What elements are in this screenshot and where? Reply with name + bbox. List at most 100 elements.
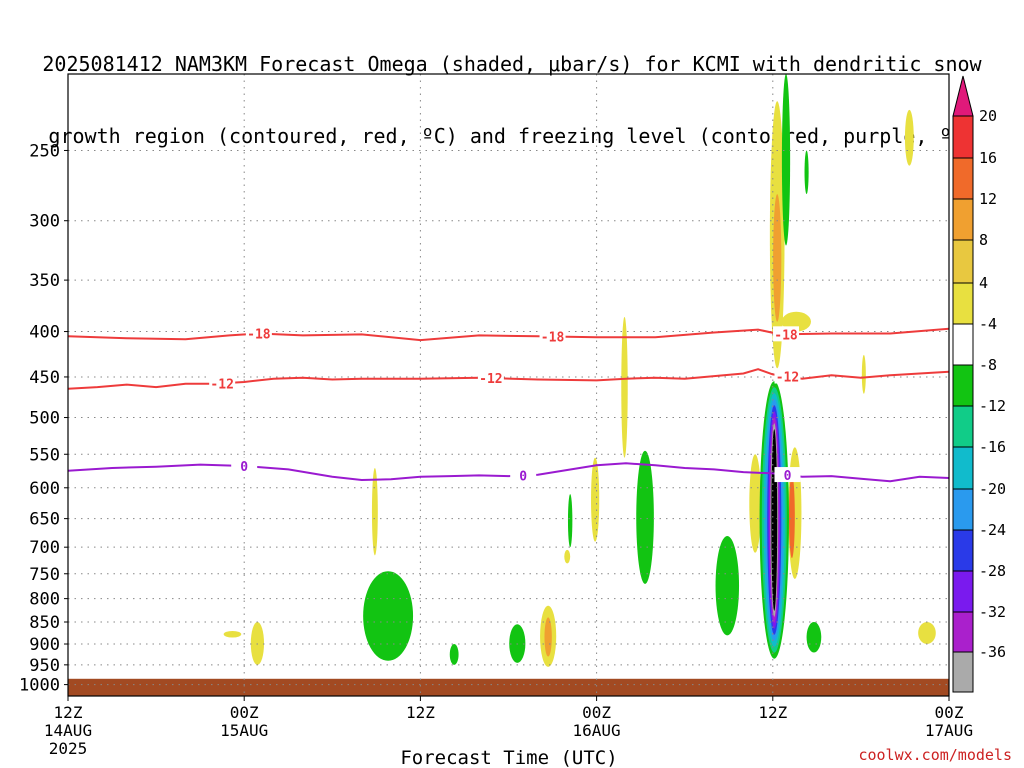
chart-title: 2025081412 NAM3KM Forecast Omega (shaded… <box>0 4 1024 172</box>
colorbar-cell <box>952 529 974 572</box>
y-tick-label: 450 <box>29 368 60 388</box>
colorbar: 20 16 12 8 4 -4 -8 -12 -16 -20 -24 -28 -32 -36 <box>952 75 1006 693</box>
y-tick-label: 400 <box>29 323 60 343</box>
contour-label-bg <box>774 368 801 384</box>
contour-line--18 <box>68 327 949 342</box>
contour-label: -18 <box>247 327 271 342</box>
chart-title-line-1: 2025081412 NAM3KM Forecast Omega (shaded… <box>42 52 982 76</box>
x-tick-label: 12Z <box>54 703 83 722</box>
x-tick-label: 16AUG <box>573 721 621 740</box>
colorbar-cell <box>952 239 974 284</box>
contour-label-bg <box>773 326 800 342</box>
omega-region-23 <box>781 74 791 246</box>
omega-region-17 <box>363 571 414 661</box>
contour-label: 0 <box>240 460 248 475</box>
x-tick-label: 15AUG <box>220 721 268 740</box>
x-tick-label: 14AUG <box>44 721 92 740</box>
y-tick-label: 500 <box>29 409 60 429</box>
ground-fill <box>68 678 949 696</box>
omega-region-2 <box>371 468 378 556</box>
colorbar-cell <box>952 282 974 325</box>
colorbar-label: -36 <box>979 643 1006 661</box>
contour-label-bg <box>774 467 801 483</box>
contour-label: -12 <box>776 371 799 386</box>
contour-line-0 <box>68 462 949 483</box>
contour-label-bg <box>209 375 236 391</box>
omega-region-3 <box>564 549 571 564</box>
x-tick-label: 00Z <box>935 703 964 722</box>
colorbar-label: 8 <box>979 231 988 249</box>
colorbar-label: -8 <box>979 356 997 374</box>
contour-label: 0 <box>519 469 527 484</box>
y-tick-label: 350 <box>29 271 60 291</box>
colorbar-cell <box>952 488 974 531</box>
y-axis: 2503003504004505005506006507007508008509… <box>19 141 68 696</box>
omega-region-14 <box>544 617 552 657</box>
colorbar-cell <box>952 651 974 693</box>
contour-label-bg <box>510 467 537 483</box>
contour-label: -18 <box>541 331 565 346</box>
contour-label-bg <box>477 370 504 386</box>
colorbar-label: 16 <box>979 149 997 167</box>
omega-region-10 <box>861 354 866 394</box>
omega-region-11 <box>904 109 914 166</box>
x-tick-label: 12Z <box>758 703 787 722</box>
omega-region-4 <box>591 457 600 542</box>
y-tick-label: 1000 <box>19 676 60 696</box>
y-tick-label: 800 <box>29 590 60 610</box>
omega-region-22 <box>715 536 740 636</box>
colorbar-cell <box>952 115 974 159</box>
grid-lines <box>68 74 949 696</box>
colorbar-label: 20 <box>979 107 997 125</box>
colorbar-label: -24 <box>979 521 1006 539</box>
colorbar-cell <box>952 405 974 448</box>
contour-label: -12 <box>210 377 233 392</box>
y-tick-label: 650 <box>29 510 60 530</box>
y-tick-label: 850 <box>29 613 60 633</box>
colorbar-label: -28 <box>979 562 1006 580</box>
omega-region-24 <box>804 150 809 195</box>
colorbar-cell <box>952 570 974 613</box>
colorbar-label: 12 <box>979 190 997 208</box>
y-tick-label: 700 <box>29 538 60 558</box>
colorbar-label: -20 <box>979 480 1006 498</box>
contour-line--12 <box>68 368 949 390</box>
omega-core-8 <box>771 429 778 611</box>
ground-layer <box>68 678 949 696</box>
omega-region-15 <box>773 194 782 322</box>
omega-region-0 <box>223 630 242 638</box>
omega-region-20 <box>567 494 573 548</box>
y-tick-label: 250 <box>29 141 60 161</box>
omega-region-25 <box>806 621 822 653</box>
x-axis-label: Forecast Time (UTC) <box>400 747 617 768</box>
temperature-contours: -18 -18 -18 -12 -12 -12 0 0 0 <box>68 325 949 484</box>
plot-frame <box>67 73 950 697</box>
contour-label-bg <box>539 328 566 344</box>
omega-shading <box>223 74 936 667</box>
y-tick-label: 550 <box>29 445 60 465</box>
omega-region-6 <box>749 454 762 553</box>
omega-region-18 <box>449 644 459 665</box>
colorbar-cell <box>952 364 974 407</box>
colorbar-label: -12 <box>979 397 1006 415</box>
y-tick-label: 600 <box>29 479 60 499</box>
omega-region-21 <box>636 450 654 584</box>
y-tick-label: 950 <box>29 656 60 676</box>
contour-label: -12 <box>479 372 502 387</box>
colorbar-label: -16 <box>979 438 1006 456</box>
x-tick-label: 12Z <box>406 703 435 722</box>
colorbar-cell <box>952 157 974 200</box>
y-tick-label: 750 <box>29 565 60 585</box>
x-tick-label: 00Z <box>582 703 611 722</box>
colorbar-label: -4 <box>979 315 997 333</box>
contour-label: 0 <box>784 469 792 484</box>
colorbar-label: 4 <box>979 274 988 292</box>
contour-label-bg <box>245 325 272 341</box>
omega-region-12 <box>918 621 936 645</box>
colorbar-cell <box>952 446 974 490</box>
contour-label-bg <box>231 457 258 473</box>
colorbar-cell <box>952 323 974 366</box>
colorbar-cell <box>952 198 974 241</box>
